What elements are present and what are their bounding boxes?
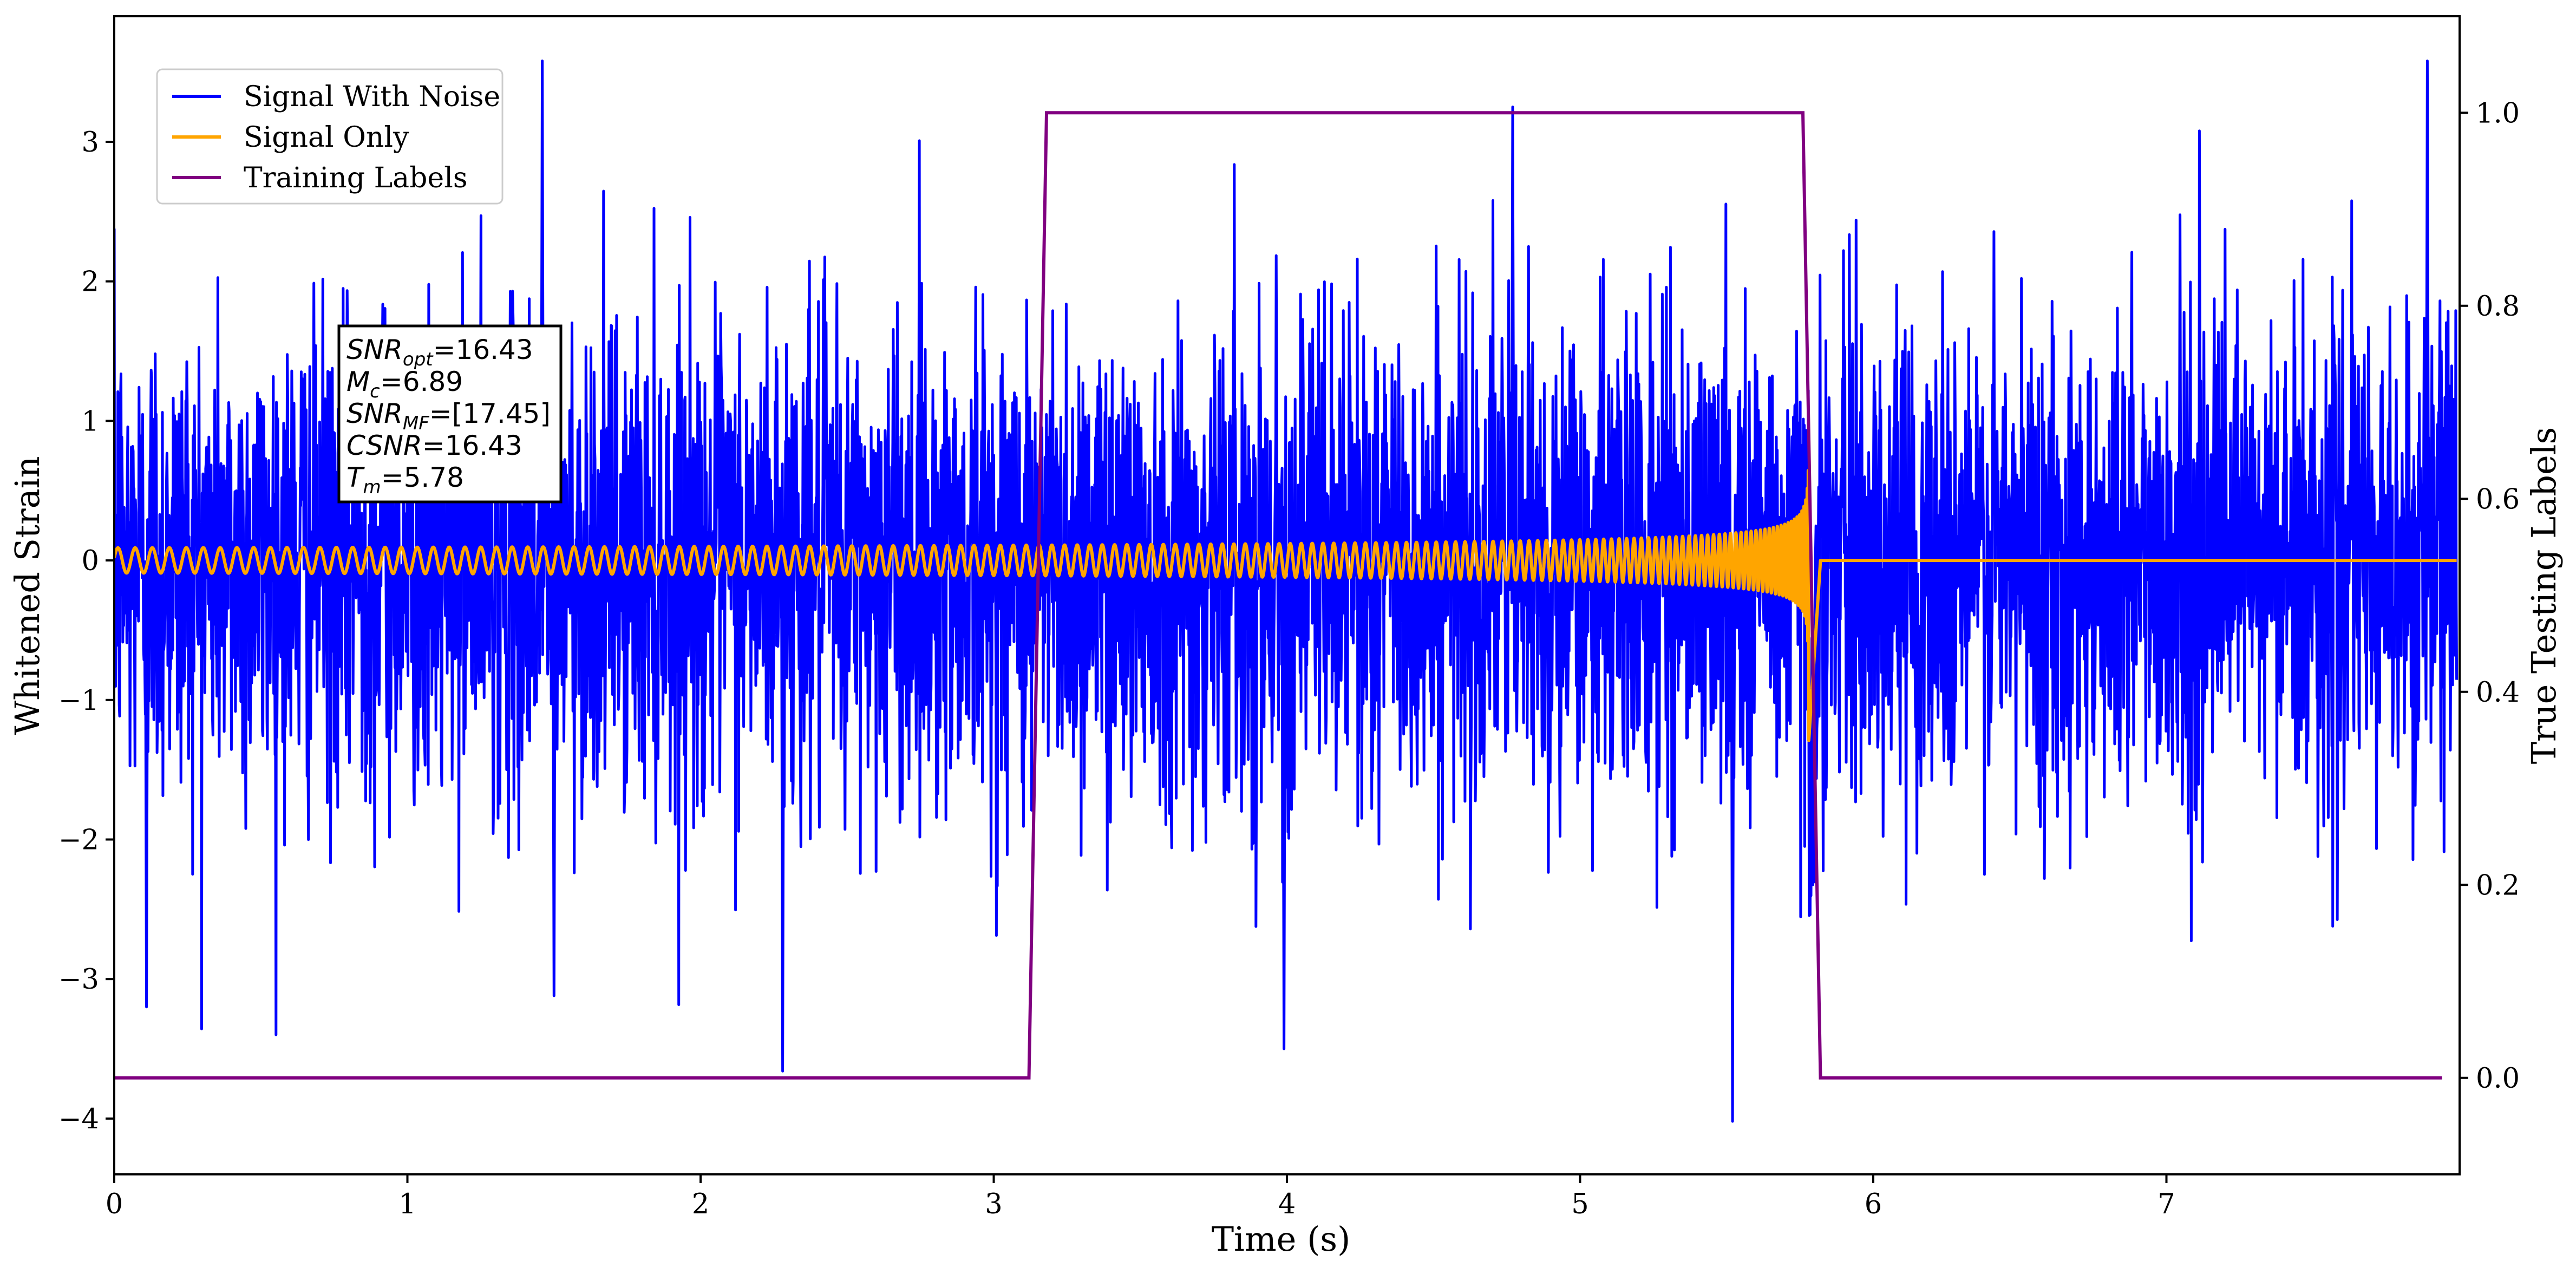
training-labels-line bbox=[114, 111, 2442, 1080]
x-tick-label: 5 bbox=[1571, 1188, 1588, 1220]
x-tick-label: 2 bbox=[692, 1188, 709, 1220]
y2-tick-label: 0.0 bbox=[2476, 1063, 2520, 1095]
series-signal-with-noise bbox=[114, 60, 2459, 1123]
y2-tick-label: 1.0 bbox=[2476, 97, 2520, 129]
noise-line bbox=[114, 60, 2459, 1123]
x-tick-label: 6 bbox=[1865, 1188, 1882, 1220]
legend-frame bbox=[156, 68, 504, 205]
annotation-box: SNRopt=16.43 Mc=6.89 SNRMF=[17.45] CSNR=… bbox=[337, 324, 563, 504]
y-axis: −4 −3 −2 −1 0 1 2 3 bbox=[58, 127, 114, 1135]
x-tick-label: 3 bbox=[985, 1188, 1002, 1220]
y-tick-label: 2 bbox=[82, 266, 99, 298]
y-tick-label: −1 bbox=[58, 685, 99, 717]
y-tick-label: −2 bbox=[58, 824, 99, 856]
series-signal-only bbox=[114, 469, 2459, 742]
annotation-csnr: CSNR=16.43 bbox=[346, 430, 522, 461]
legend-label-signal: Signal Only bbox=[244, 121, 409, 154]
legend-label-training: Training Labels bbox=[244, 162, 468, 194]
y2-tick-label: 0.6 bbox=[2476, 484, 2520, 515]
x-axis-label: Time (s) bbox=[1212, 1219, 1351, 1259]
series-training-labels bbox=[114, 111, 2442, 1080]
y-tick-label: 3 bbox=[82, 127, 99, 159]
x-axis: 0 1 2 3 4 5 6 7 bbox=[106, 1174, 2175, 1220]
signal-line bbox=[114, 469, 2459, 742]
x-tick-label: 4 bbox=[1278, 1188, 1296, 1220]
annotation-tm: Tm=5.78 bbox=[346, 462, 464, 498]
y-tick-label: −4 bbox=[58, 1103, 99, 1135]
annotation-mc: Mc=6.89 bbox=[346, 366, 463, 402]
y2-axis: 0.0 0.2 0.4 0.6 0.8 1.0 bbox=[2460, 97, 2520, 1095]
y2-tick-label: 0.8 bbox=[2476, 291, 2520, 323]
x-tick-label: 1 bbox=[398, 1188, 416, 1220]
legend: Signal With Noise Signal Only Training L… bbox=[156, 68, 504, 205]
y2-axis-label: True Testing Labels bbox=[2524, 427, 2564, 765]
annotation-frame bbox=[337, 324, 563, 504]
y2-tick-label: 0.2 bbox=[2476, 870, 2520, 901]
y-tick-label: 0 bbox=[82, 545, 99, 577]
x-tick-label: 0 bbox=[106, 1188, 123, 1220]
annotation-snr-mf: SNRMF=[17.45] bbox=[346, 398, 551, 434]
legend-label-noise: Signal With Noise bbox=[244, 81, 500, 113]
annotation-snr-opt: SNRopt=16.43 bbox=[346, 334, 533, 370]
y-axis-label: Whitened Strain bbox=[8, 456, 47, 735]
y-tick-label: 1 bbox=[82, 406, 99, 437]
y2-tick-label: 0.4 bbox=[2476, 677, 2520, 709]
y-tick-label: −3 bbox=[58, 964, 99, 996]
x-tick-label: 7 bbox=[2157, 1188, 2175, 1220]
